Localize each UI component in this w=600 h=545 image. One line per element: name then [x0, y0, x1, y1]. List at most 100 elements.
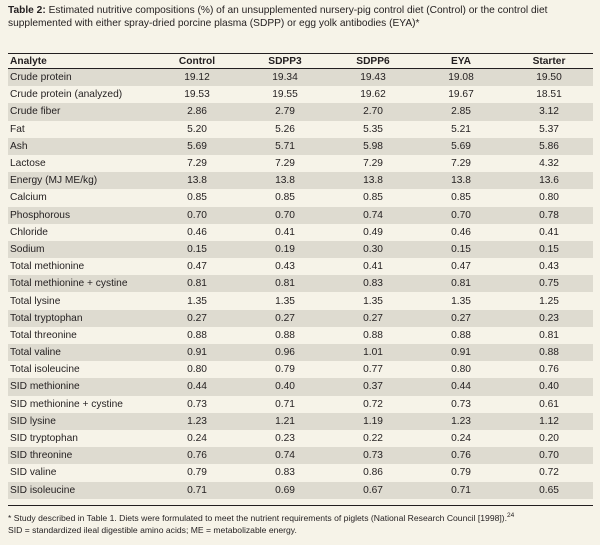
table-cell: 0.78 — [505, 206, 593, 224]
table-cell: 0.43 — [241, 258, 329, 276]
table-cell: 0.20 — [505, 429, 593, 448]
table-row: Fat 5.20 5.26 5.35 5.21 5.37 — [8, 120, 593, 138]
row-label: Crude fiber — [8, 103, 153, 121]
table-cell: 1.25 — [505, 292, 593, 310]
row-label: Phosphorous — [8, 206, 153, 224]
table-row: Crude protein (analyzed) 19.53 19.55 19.62 1… — [8, 86, 593, 104]
table-cell: 13.8 — [241, 172, 329, 190]
table-row: Calcium 0.85 0.85 0.85 0.85 0.80 — [8, 189, 593, 207]
table-row: Total lysine 1.35 1.35 1.35 1.35 1.25 — [8, 292, 593, 310]
table-cell: 0.27 — [329, 309, 417, 327]
table-row: SID isoleucine 0.71 0.69 0.67 0.71 0.65 — [8, 481, 593, 499]
table-cell: 2.79 — [241, 103, 329, 121]
table-cell: 1.35 — [329, 292, 417, 310]
header-sdpp6: SDPP6 — [329, 55, 417, 69]
table-cell: 0.96 — [241, 344, 329, 362]
table-cell: 19.50 — [505, 68, 593, 87]
table-cell: 0.75 — [505, 275, 593, 293]
footnote-ref: 24 — [507, 512, 515, 520]
row-label: Chloride — [8, 223, 153, 241]
table-cell: 19.62 — [329, 86, 417, 104]
table-cell: 0.41 — [329, 258, 417, 276]
table-cell: 0.88 — [329, 326, 417, 344]
row-label: Energy (MJ ME/kg) — [8, 172, 153, 190]
table-cell: 0.69 — [241, 481, 329, 499]
table-cell: 0.88 — [505, 344, 593, 362]
header-sdpp3: SDPP3 — [241, 55, 329, 69]
table-row: Crude protein 19.12 19.34 19.43 19.08 19.50 — [8, 68, 593, 87]
table-cell: 7.29 — [417, 154, 505, 173]
table-cell: 0.81 — [153, 275, 241, 293]
table-row: SID lysine 1.23 1.21 1.19 1.23 1.12 — [8, 412, 593, 430]
row-label: Sodium — [8, 240, 153, 259]
table-cell: 0.91 — [417, 344, 505, 362]
table-cell: 0.79 — [241, 361, 329, 379]
table-cell: 7.29 — [241, 154, 329, 173]
table-cell: 5.26 — [241, 120, 329, 138]
footnote-line-1: * Study described in Table 1. Diets were… — [8, 512, 593, 524]
table-cell: 0.72 — [505, 464, 593, 482]
header-analyte: Analyte — [8, 55, 153, 69]
table-cell: 2.85 — [417, 103, 505, 121]
table-cell: 0.83 — [241, 464, 329, 482]
table-cell: 0.15 — [505, 240, 593, 259]
table-cell: 2.70 — [329, 103, 417, 121]
caption-label: Table 2: — [8, 5, 46, 16]
row-label: SID lysine — [8, 412, 153, 430]
row-label: Total isoleucine — [8, 361, 153, 379]
table-cell: 19.53 — [153, 86, 241, 104]
table-cell: 0.71 — [417, 481, 505, 499]
table-cell: 0.46 — [153, 223, 241, 241]
table-cell: 0.61 — [505, 395, 593, 413]
table-cell: 0.70 — [417, 206, 505, 224]
table-cell: 0.70 — [153, 206, 241, 224]
row-label: Fat — [8, 120, 153, 138]
table-row: Ash 5.69 5.71 5.98 5.69 5.86 — [8, 137, 593, 155]
table-cell: 0.27 — [417, 309, 505, 327]
table-cell: 0.88 — [153, 326, 241, 344]
table-cell: 0.83 — [329, 275, 417, 293]
table-cell: 0.73 — [153, 395, 241, 413]
table-cell: 0.24 — [153, 429, 241, 448]
table-cell: 3.12 — [505, 103, 593, 121]
table-cell: 0.65 — [505, 481, 593, 499]
table-cell: 0.37 — [329, 378, 417, 396]
table-cell: 0.40 — [505, 378, 593, 396]
table-cell: 1.12 — [505, 412, 593, 430]
row-label: SID threonine — [8, 447, 153, 465]
row-label: Crude protein — [8, 68, 153, 87]
table-row: Crude fiber 2.86 2.79 2.70 2.85 3.12 — [8, 103, 593, 121]
header-starter: Starter — [505, 55, 593, 69]
table-header-row: Analyte Control SDPP3 SDPP6 EYA Starter — [8, 55, 593, 69]
row-label: SID isoleucine — [8, 481, 153, 499]
table-cell: 0.47 — [417, 258, 505, 276]
row-label: Crude protein (analyzed) — [8, 86, 153, 104]
row-label: Total lysine — [8, 292, 153, 310]
row-label: SID methionine — [8, 378, 153, 396]
table-cell: 0.76 — [417, 447, 505, 465]
row-label: Total methionine + cystine — [8, 275, 153, 293]
table-cell: 0.80 — [505, 189, 593, 207]
table-cell: 19.55 — [241, 86, 329, 104]
table-cell: 5.21 — [417, 120, 505, 138]
table-cell: 19.43 — [329, 68, 417, 87]
table-cell: 13.6 — [505, 172, 593, 190]
table-cell: 0.46 — [417, 223, 505, 241]
table-cell: 18.51 — [505, 86, 593, 104]
table-cell: 0.85 — [329, 189, 417, 207]
table-cell: 0.44 — [153, 378, 241, 396]
table-cell: 5.20 — [153, 120, 241, 138]
table-top-rule — [8, 53, 593, 54]
table-cell: 0.91 — [153, 344, 241, 362]
table-cell: 7.29 — [153, 154, 241, 173]
table-cell: 0.71 — [153, 481, 241, 499]
table-cell: 0.86 — [329, 464, 417, 482]
table-bottom-rule — [8, 505, 593, 506]
row-label: Calcium — [8, 189, 153, 207]
table-cell: 0.41 — [505, 223, 593, 241]
table-cell: 5.37 — [505, 120, 593, 138]
table-cell: 0.72 — [329, 395, 417, 413]
table-row: SID tryptophan 0.24 0.23 0.22 0.24 0.20 — [8, 429, 593, 448]
table-cell: 19.67 — [417, 86, 505, 104]
